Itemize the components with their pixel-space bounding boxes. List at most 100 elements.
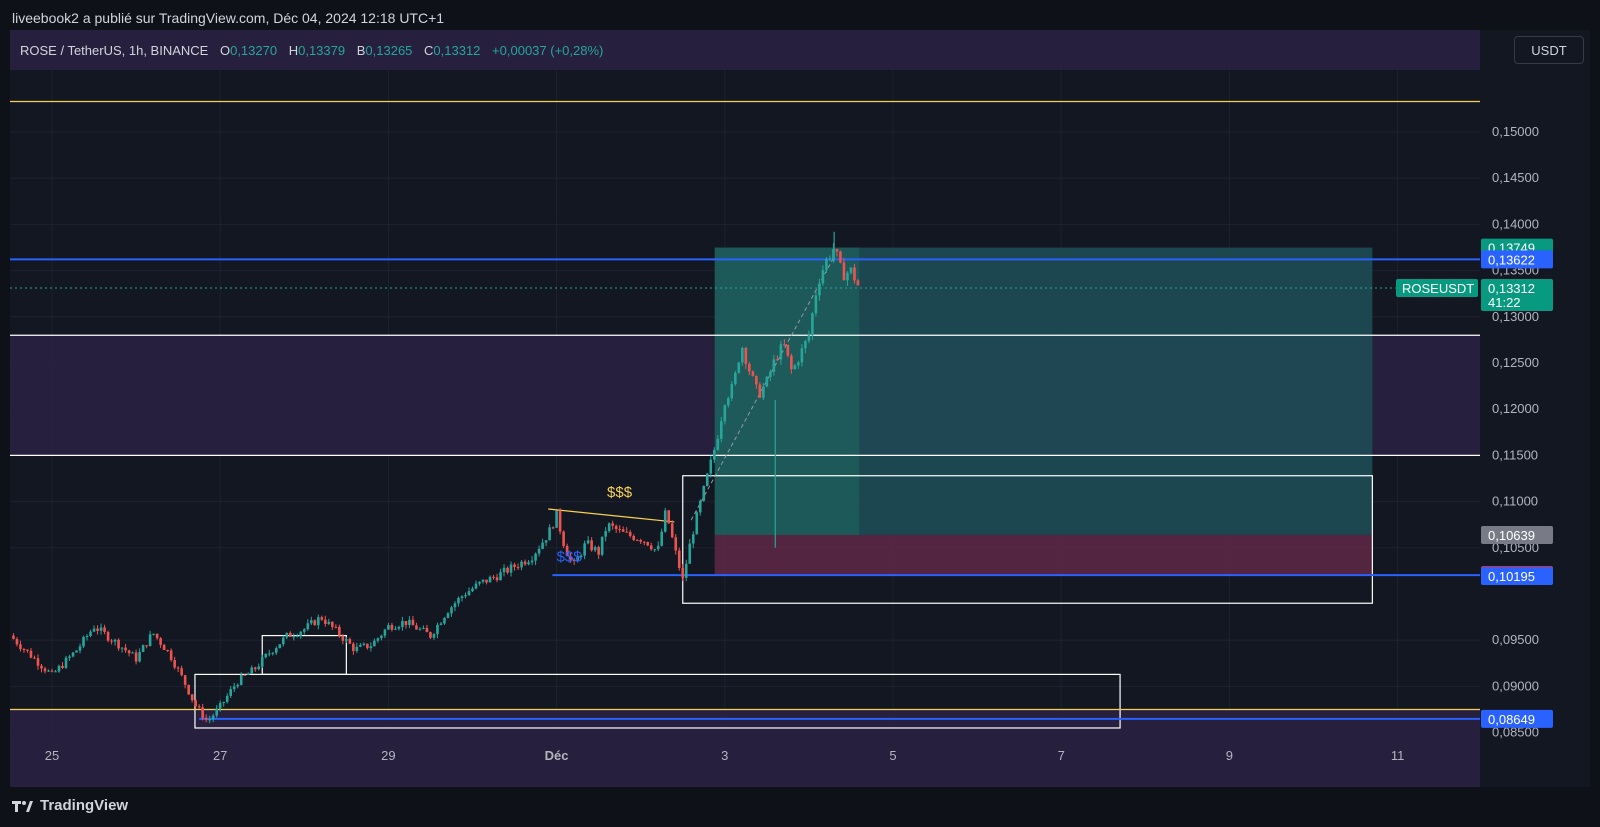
price-tag-value: 0,13622 <box>1488 252 1535 267</box>
candle-body <box>443 617 446 624</box>
candle <box>429 631 432 640</box>
candle-body <box>604 531 607 537</box>
candle <box>229 686 233 698</box>
candle <box>583 540 586 560</box>
candle-body <box>695 512 699 535</box>
order-block-box[interactable] <box>682 475 1373 604</box>
candle <box>670 520 674 539</box>
candle-body <box>362 643 366 645</box>
candle-body <box>29 650 33 658</box>
candle <box>113 638 117 646</box>
candle-body <box>383 629 387 636</box>
candle-body <box>677 550 681 568</box>
y-tick-label: 0,11000 <box>1492 494 1538 509</box>
candle <box>716 435 720 451</box>
candle-body <box>719 421 723 439</box>
candle-body <box>310 620 313 624</box>
candle <box>176 666 180 673</box>
candle <box>600 536 604 557</box>
candle <box>61 662 64 669</box>
candle-body <box>495 577 499 581</box>
candle-body <box>131 652 134 654</box>
candle <box>50 668 54 673</box>
candle-body <box>239 674 243 685</box>
price-tag-bg <box>1481 278 1553 311</box>
candle-body <box>134 652 138 662</box>
candle-body <box>85 636 89 638</box>
candle <box>260 654 264 669</box>
candle-body <box>166 650 169 652</box>
candle <box>194 698 197 709</box>
candle <box>425 624 429 633</box>
candle <box>478 581 481 586</box>
candle <box>790 353 793 374</box>
candle-body <box>558 510 562 532</box>
candle <box>253 666 257 672</box>
candle <box>621 526 625 532</box>
candle-body <box>208 719 211 721</box>
candle <box>355 642 359 653</box>
y-tick-label: 0,15000 <box>1492 124 1539 139</box>
candle <box>250 665 254 674</box>
x-tick-label: 29 <box>381 748 395 763</box>
candle-body <box>755 375 758 385</box>
candle-body <box>92 628 96 632</box>
candle <box>432 633 436 640</box>
ohlc-high-key: H <box>288 43 299 58</box>
candle <box>299 630 303 639</box>
candle <box>513 562 516 571</box>
currency-button[interactable]: USDT <box>1514 36 1584 64</box>
candle-body <box>800 348 804 363</box>
candle-body <box>295 635 299 637</box>
candle <box>278 644 282 649</box>
candle-body <box>762 386 765 398</box>
candle <box>183 674 187 689</box>
candle-body <box>705 473 709 486</box>
candle-body <box>741 347 744 363</box>
candle <box>737 361 741 374</box>
candle-body <box>225 695 229 702</box>
candle <box>565 543 569 557</box>
candle <box>134 649 138 665</box>
price-tag-bg <box>1481 566 1553 585</box>
liquidity-trendline[interactable] <box>548 508 675 523</box>
candle-body <box>548 527 551 541</box>
candle <box>373 638 376 647</box>
candle-body <box>572 559 576 561</box>
candle-body <box>797 362 800 366</box>
candle <box>562 530 565 549</box>
candle <box>684 559 688 582</box>
candle <box>33 655 36 659</box>
candle <box>404 621 408 629</box>
small-range-box[interactable] <box>261 634 347 675</box>
candle-body <box>478 581 481 584</box>
candle-body <box>639 540 642 542</box>
candle-body <box>78 646 82 651</box>
ohlc-high-value: 0,13379 <box>298 43 346 58</box>
candle-body <box>303 629 306 632</box>
candle-body <box>187 684 190 695</box>
candle-body <box>765 376 769 387</box>
candle <box>145 645 148 649</box>
candle <box>783 339 786 346</box>
candle <box>26 649 29 653</box>
candle-body <box>776 359 779 361</box>
candle <box>762 382 765 401</box>
candle <box>106 630 110 643</box>
candle <box>408 616 411 629</box>
candle-body <box>376 638 380 641</box>
candle <box>688 538 692 564</box>
candle <box>814 291 818 317</box>
candle <box>821 265 825 286</box>
chart[interactable]: $$$$$$ 0,150000,145000,140000,135000,130… <box>10 30 1590 787</box>
candle <box>155 633 159 640</box>
candle-body <box>243 674 247 676</box>
candle-body <box>155 633 159 639</box>
candle-body <box>404 621 408 625</box>
candle-body <box>485 579 488 583</box>
candle <box>481 579 485 584</box>
candle <box>705 472 709 487</box>
candle <box>436 622 439 639</box>
candle <box>551 526 555 530</box>
candle-body <box>790 355 793 370</box>
